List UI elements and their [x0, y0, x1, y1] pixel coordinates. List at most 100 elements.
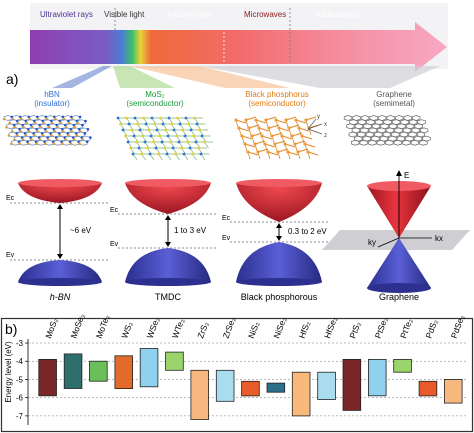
hbn-atom	[78, 142, 81, 146]
energy-bar	[342, 358, 362, 411]
mos2-atom	[177, 140, 181, 144]
band-title-hbn: h-BN	[50, 292, 71, 302]
hbn-atom	[83, 132, 87, 135]
ky-axis	[377, 237, 400, 248]
hbn-cell	[79, 139, 88, 146]
bp-atom	[273, 142, 277, 146]
bp-bond	[277, 148, 289, 153]
energy-bar	[38, 358, 57, 397]
bp-atom	[234, 118, 238, 122]
bp-bond	[278, 127, 290, 132]
graphene-cell	[410, 139, 420, 146]
bp-atom	[263, 142, 267, 146]
energy-bar	[443, 378, 463, 404]
bp-bond	[275, 119, 287, 124]
band-structure-bp: Ec 0.3 to 2 eV Ev Black phosphorous	[222, 179, 328, 302]
mos2-atom	[184, 116, 188, 120]
gap-label-tmdc: 1 to 3 eV	[174, 226, 207, 235]
lattice-graphene	[343, 115, 431, 146]
bp-atom	[257, 126, 261, 130]
bp-bond	[267, 151, 279, 156]
bp-atom	[253, 142, 257, 146]
bp-bond	[268, 124, 280, 129]
conduction-band-top-tmdc	[125, 179, 211, 187]
bp-bond	[307, 151, 319, 156]
mos2-atom	[199, 152, 203, 156]
hbn-atom	[52, 142, 56, 146]
bp-bond	[281, 135, 293, 140]
projection-beam-graphene	[200, 66, 440, 88]
bp-atom	[303, 142, 307, 146]
bp-bond	[244, 143, 256, 148]
ev-label-hbn: Ev	[6, 252, 15, 259]
graphene-cell	[351, 139, 360, 146]
mos2-atom	[148, 152, 152, 156]
band-structure-hbn: Ec ~6 eV Ev h-BN	[6, 179, 108, 302]
graphene-cell	[402, 139, 411, 146]
bp-bond	[288, 124, 300, 129]
axis-y-label: y	[317, 114, 320, 120]
mos2-atom	[159, 116, 162, 120]
mos2-atom	[188, 146, 192, 150]
mos2-atom	[182, 152, 186, 156]
hbn-atom	[81, 123, 84, 127]
bp-bond	[301, 135, 313, 140]
y-tick-label: -3	[16, 339, 24, 348]
mos2-atom	[132, 134, 136, 138]
hbn-cell	[53, 139, 62, 146]
mos2-atom	[160, 140, 164, 144]
hbn-atom	[61, 142, 64, 146]
bp-atom	[267, 126, 271, 130]
mos2-atom	[121, 128, 125, 132]
mos2-atom	[186, 140, 189, 144]
material-type-hbn: (insulator)	[34, 99, 70, 108]
spectrum-label-uv: Ultraviolet rays	[40, 10, 93, 19]
bp-bond	[304, 143, 316, 148]
hbn-cell	[19, 139, 28, 146]
valence-band-bottom-tmdc	[125, 278, 211, 286]
band-structure-tmdc: Ec 1 to 3 eV Ev TMDC	[110, 179, 218, 302]
lattice-black-phosphorus	[234, 116, 320, 160]
bp-atom	[260, 134, 264, 138]
spectrum-label-radiowaves: Radiowaves	[315, 10, 359, 19]
axis-z-label: z	[324, 133, 327, 139]
mos2-atom	[147, 128, 150, 132]
mos2-atom	[161, 122, 165, 126]
band-title-bp: Black phosphorous	[241, 292, 318, 302]
mos2-atom	[149, 134, 153, 138]
graphene-cell	[376, 139, 385, 146]
bp-atom	[286, 150, 290, 154]
hbn-atom	[7, 134, 11, 137]
energy-bar	[393, 358, 412, 373]
spectrum-label-infrared: Infrared rays	[168, 10, 213, 19]
bp-atom	[240, 134, 244, 138]
hbn-cell	[3, 115, 13, 121]
bp-bond	[297, 148, 309, 153]
mos2-atom	[172, 128, 176, 132]
energy-bar	[215, 369, 235, 402]
bp-bond	[274, 140, 286, 145]
mos2-atom	[174, 152, 177, 156]
mos2-atom	[127, 122, 131, 126]
bp-bond	[265, 116, 277, 121]
mos2-atom	[138, 128, 142, 132]
energy-bar	[63, 353, 83, 389]
hbn-cell	[45, 139, 54, 146]
projection-beam-mos2	[113, 66, 175, 88]
mos2-atom	[126, 140, 130, 144]
mos2-atom	[164, 128, 167, 132]
mos2-atom	[200, 134, 204, 138]
bp-atom	[274, 118, 278, 122]
ev-label-tmdc: Ev	[110, 241, 119, 248]
bp-atom	[270, 134, 274, 138]
bp-atom	[283, 142, 287, 146]
mos2-atom	[198, 128, 201, 132]
hbn-cell	[6, 123, 15, 130]
energy-axis-label: E	[404, 171, 409, 180]
graphene-cell	[368, 139, 377, 146]
bp-bond	[258, 127, 270, 132]
hbn-atom	[89, 136, 92, 139]
gap-label-bp: 0.3 to 2 eV	[288, 227, 327, 236]
mos2-atom	[135, 140, 138, 144]
